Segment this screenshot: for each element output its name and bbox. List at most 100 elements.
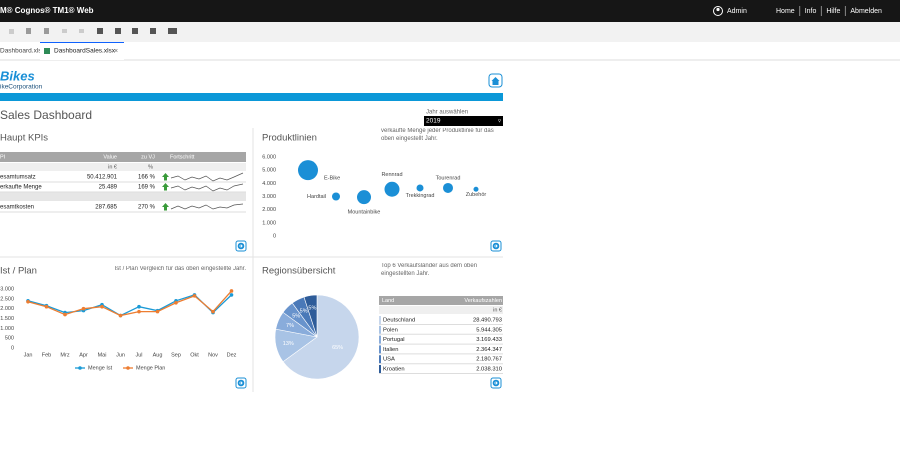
y-tick-label: 1.500 (0, 316, 14, 322)
up-arrow (162, 203, 169, 211)
row-marker (379, 345, 381, 354)
tab-bar (0, 42, 900, 60)
home-icon (491, 77, 500, 85)
country: USA (383, 357, 395, 363)
legend-point (78, 366, 82, 370)
tool-icon[interactable] (44, 28, 49, 34)
close-tab[interactable]: × (114, 48, 118, 55)
tool-icon[interactable] (79, 29, 84, 33)
sparkline (170, 183, 244, 192)
bubble-label: E-Bike (324, 176, 340, 182)
slice-label: 13% (283, 341, 294, 347)
bubble-label: Trekkingrad (406, 193, 435, 199)
user-name[interactable]: Admin (727, 8, 747, 15)
panel-title: Haupt KPIs (0, 133, 48, 144)
bubble (416, 184, 424, 192)
tool-icon[interactable] (168, 28, 177, 34)
tool-icon[interactable] (26, 28, 31, 34)
point (211, 309, 215, 314)
note-box: Top 6 Verkaufsländer aus dem oben einges… (381, 263, 478, 277)
point (137, 309, 141, 314)
panel-title: Regionsübersicht (262, 266, 336, 277)
point (81, 306, 86, 311)
brand-bar (0, 93, 503, 101)
link-arrow (494, 381, 498, 385)
column-header: PI (0, 154, 6, 160)
unit-row (0, 163, 246, 171)
point (155, 309, 160, 314)
tab[interactable]: Dashboard.xlsx (0, 48, 46, 55)
x-tick-label: Mai (98, 352, 107, 358)
tool-icon[interactable] (115, 28, 121, 34)
link-arrow (239, 244, 243, 248)
kpi-value: 50.412.901 (87, 175, 118, 181)
bubble (443, 182, 453, 193)
tool-icon[interactable] (62, 29, 67, 33)
tool-icon[interactable] (150, 28, 156, 34)
note: Ist / Plan Vergleich für das oben einges… (114, 266, 246, 272)
y-tick-label: 0 (273, 233, 276, 239)
sales: 3.169.433 (476, 337, 502, 343)
bubble-label: Rennrad (381, 172, 402, 178)
bubble-label: Tourenrad (436, 175, 461, 181)
bubble (473, 186, 479, 192)
row-marker (379, 365, 381, 373)
point (229, 293, 234, 297)
unit: in € (493, 307, 502, 313)
legend-point (126, 366, 130, 370)
pie-slice (303, 294, 318, 338)
menu-item[interactable]: Info (805, 8, 817, 15)
slice-label: 5% (292, 314, 300, 320)
sales: 28.490.793 (473, 318, 502, 324)
sparkline (170, 172, 244, 182)
x-tick-label: Mrz (60, 352, 69, 358)
note-box: verkaufte Menge jeder Produktlinie für d… (381, 128, 494, 142)
year-select[interactable] (424, 116, 503, 126)
sparklines (170, 172, 244, 210)
tool-icon[interactable] (97, 28, 103, 34)
bubble (298, 160, 318, 181)
note: Top 6 Verkaufsländer aus dem oben einges… (381, 263, 478, 277)
slice-label: 5% (300, 308, 308, 314)
slice-label: 65% (332, 345, 343, 351)
product-name: M® Cognos® TM1® Web (0, 6, 94, 15)
sparkline (170, 203, 244, 210)
country: Deutschland (383, 318, 415, 324)
user-icon[interactable] (713, 6, 723, 16)
tool-icon[interactable] (9, 29, 14, 34)
kpi-value: 25.489 (99, 185, 118, 191)
country: Italien (383, 347, 398, 353)
year-value[interactable]: 2019 (426, 118, 441, 125)
point (137, 304, 141, 309)
bubble-label: Zubehör (466, 192, 487, 198)
menu-item[interactable]: Abmelden (850, 8, 882, 15)
x-tick-label: Jul (135, 352, 142, 358)
slice-label: 7% (286, 323, 294, 329)
toolbar-icons (9, 28, 177, 34)
tab[interactable]: DashboardSales.xlsx (54, 48, 116, 55)
active-tab[interactable] (40, 42, 124, 60)
y-tick-label: 2.000 (0, 306, 14, 312)
row-marker (379, 355, 381, 364)
column-header: Land (382, 298, 394, 304)
point (192, 294, 197, 298)
menu-item[interactable]: Home (776, 8, 795, 15)
y-tick-label: 2.500 (0, 296, 14, 302)
link-arrow (494, 244, 498, 248)
note-box: Ist / Plan Vergleich für das oben einges… (114, 266, 246, 272)
table-header (379, 296, 503, 305)
tool-icon[interactable] (132, 28, 138, 34)
kpi-name: esamtumsatz (0, 175, 36, 181)
link-arrow (239, 381, 243, 385)
point (63, 312, 67, 317)
toolbar (0, 22, 900, 42)
y-tick-label: 3.000 (262, 194, 276, 200)
row-marker (379, 335, 381, 344)
user-icon-head (716, 7, 720, 12)
legend-label: Menge Ist (88, 365, 113, 371)
x-tick-label: Jun (116, 352, 125, 358)
sales: 2.180.767 (476, 357, 502, 363)
menu-item[interactable]: Hilfe (826, 8, 840, 15)
logo-name: Bikes (0, 68, 35, 83)
excel-icon (44, 48, 50, 54)
